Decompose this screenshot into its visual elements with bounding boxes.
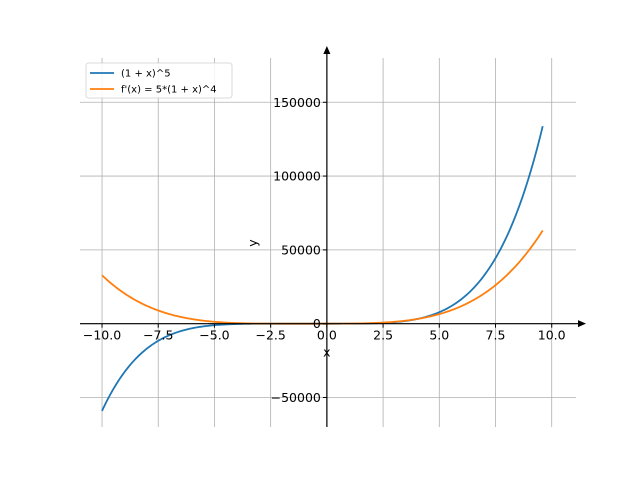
x-tick-label: 5.0 (429, 328, 449, 343)
legend-label-1: (1 + x)^5 (121, 69, 171, 80)
grid (80, 58, 576, 427)
x-tick-label: −10.0 (83, 328, 121, 343)
x-axis-label: x (323, 345, 330, 360)
y-axis-label: y (245, 239, 260, 247)
y-tick-label: 150000 (273, 95, 321, 110)
y-tick-label: 100000 (273, 169, 321, 184)
legend-label-2: f'(x) = 5*(1 + x)^4 (121, 85, 217, 96)
y-tick-label: 0 (313, 316, 321, 331)
x-tick-label: −5.0 (199, 328, 229, 343)
x-tick-label: 0.0 (317, 328, 337, 343)
x-tick-label: −7.5 (143, 328, 173, 343)
x-tick-label: 10.0 (538, 328, 566, 343)
series-line-2 (101, 230, 544, 325)
y-tick-label: 50000 (281, 242, 321, 257)
y-tick-label: −50000 (271, 390, 321, 405)
ticks: −10.0 −7.5 −5.0 −2.5 0.0 2.5 5.0 7.5 10.0 −50000 0… (83, 95, 566, 405)
x-tick-label: −2.5 (255, 328, 285, 343)
legend-box (85, 62, 233, 99)
axes (80, 46, 586, 427)
legend: (1 + x)^5 f'(x) = 5*(1 + x)^4 (85, 62, 233, 99)
x-tick-label: 2.5 (373, 328, 393, 343)
series-lines (101, 125, 544, 412)
x-tick-label: 7.5 (486, 328, 506, 343)
series-line-1 (101, 125, 544, 412)
x-axis-arrow (578, 320, 586, 328)
y-axis-arrow (323, 46, 331, 54)
